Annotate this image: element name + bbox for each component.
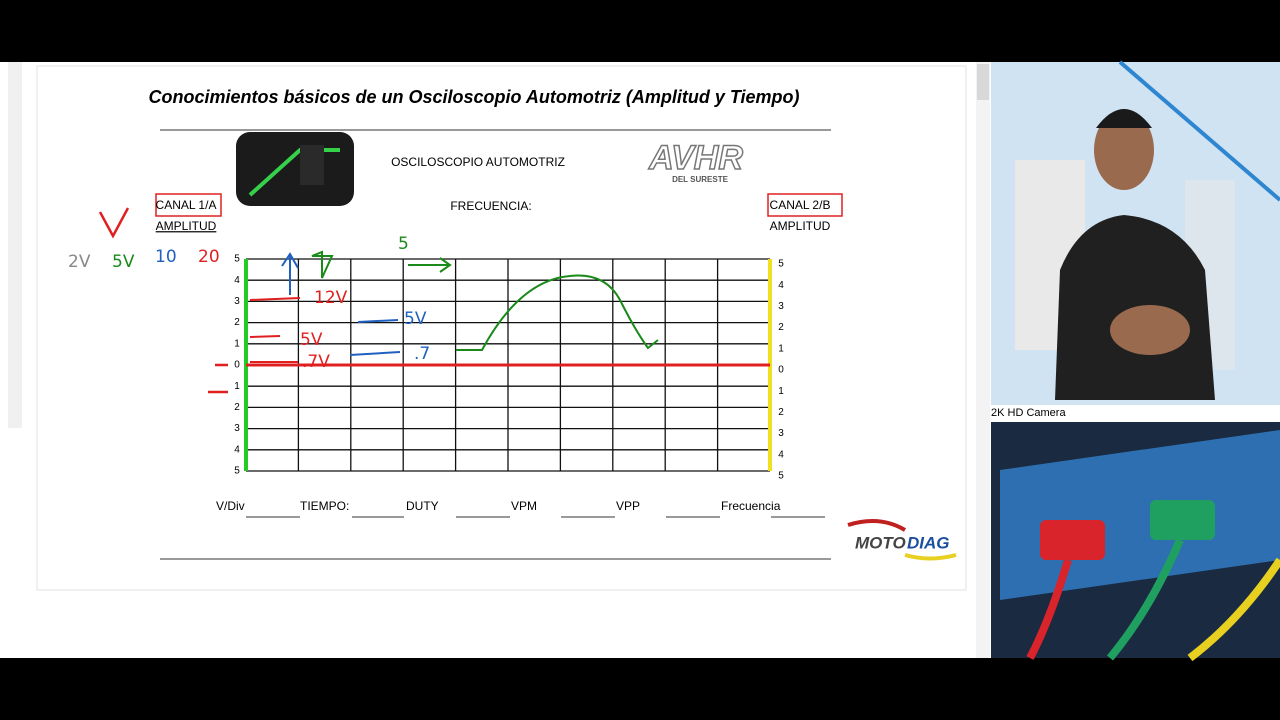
brand-logo: MOTO DIAG — [847, 519, 957, 561]
scale-label: 3 — [234, 296, 240, 307]
scale-label: 4 — [234, 275, 240, 286]
svg-text:DIAG: DIAG — [907, 533, 950, 552]
doc-title: Conocimientos básicos de un Osciloscopio… — [148, 87, 799, 107]
scale-label: 5 — [234, 254, 240, 265]
scale-label: 0 — [778, 365, 784, 376]
camera-label-bar — [991, 405, 1280, 422]
scale-label: 2 — [778, 407, 784, 418]
channel-a: CANAL 1/A — [156, 198, 217, 212]
scrollbar[interactable] — [976, 62, 990, 658]
channel-b-label: AMPLITUD — [770, 219, 831, 233]
frequency-label: FRECUENCIA: — [450, 199, 531, 213]
scale-label: 1 — [234, 338, 240, 349]
scale-label: 2 — [234, 402, 240, 413]
note: .7 — [414, 344, 430, 364]
field-label: DUTY — [406, 499, 439, 513]
note: 5V — [300, 330, 323, 350]
circle-mark — [155, 193, 222, 217]
camera-label: 2K HD Camera — [991, 407, 1066, 419]
note: 12V — [314, 288, 348, 308]
fields: V/Div TIEMPO: DUTY VPM VPP Frecuencia — [216, 499, 825, 518]
handwriting: 2V 5V 10 20 12V 5V .7V 5 5V .7 — [68, 207, 659, 394]
scale-label: 2 — [234, 317, 240, 328]
camera-top — [991, 60, 1280, 405]
scale-label: 5 — [778, 259, 784, 270]
scale-label: 2 — [778, 322, 784, 333]
scale-label: 5 — [234, 466, 240, 477]
scale-label: 1 — [778, 386, 784, 397]
page — [36, 65, 967, 591]
scale-label: 3 — [778, 428, 784, 439]
scale-label: 0 — [234, 360, 240, 371]
svg-text:AVHR: AVHR — [648, 139, 743, 177]
scroll-thumb[interactable] — [977, 64, 989, 100]
scale-label: 3 — [778, 301, 784, 312]
scale-label: 4 — [234, 444, 240, 455]
scale-label: 4 — [778, 449, 784, 460]
field-label: VPM — [511, 499, 537, 513]
scale-label: 5 — [778, 471, 784, 482]
logo: AVHR DEL SURESTE — [647, 138, 744, 184]
note: 5V — [112, 252, 135, 272]
field-label: VPP — [616, 499, 640, 513]
field-label: V/Div — [216, 499, 245, 513]
scale-label: 1 — [234, 381, 240, 392]
scale-label: 3 — [234, 423, 240, 434]
heading: OSCILOSCOPIO AUTOMOTRIZ — [391, 155, 565, 169]
note: 20 — [198, 247, 220, 267]
field-label: Frecuencia — [721, 499, 781, 513]
svg-text:DEL SURESTE: DEL SURESTE — [672, 175, 729, 184]
note: 5V — [404, 309, 427, 329]
scrollbar-left — [8, 62, 22, 428]
scale-label: 4 — [778, 280, 784, 291]
channel-a-label: AMPLITUD — [156, 219, 217, 233]
channel-b: CANAL 2/B — [770, 198, 831, 212]
scope-grid: 5 4 3 2 1 0 1 2 3 4 5 5 4 3 2 1 0 1 2 3 4 5 — [234, 254, 784, 482]
note: 5 — [398, 234, 409, 254]
note: .7V — [302, 352, 330, 372]
field-label: TIEMPO: — [300, 499, 349, 513]
camera-bottom — [991, 422, 1280, 662]
note: 10 — [155, 247, 177, 267]
svg-text:MOTO: MOTO — [855, 533, 906, 552]
scale-label: 1 — [778, 343, 784, 354]
note: 2V — [68, 252, 91, 272]
device-image — [236, 132, 354, 206]
circle-mark — [767, 193, 843, 217]
